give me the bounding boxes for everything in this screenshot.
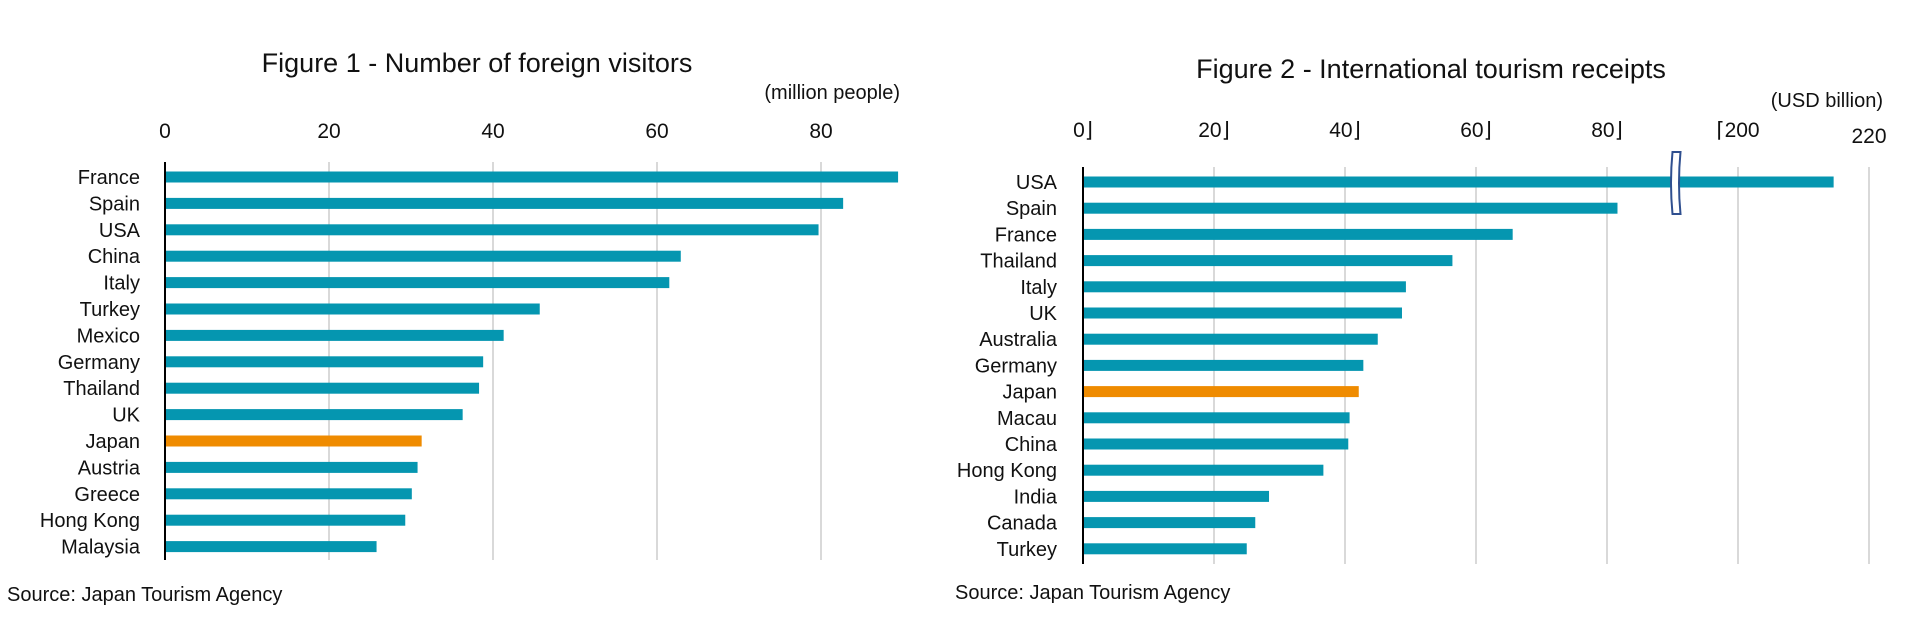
category-label: Spain xyxy=(1006,198,1057,220)
bar-thailand xyxy=(1083,255,1453,267)
category-label: China xyxy=(88,246,141,268)
bar-turkey xyxy=(1083,543,1247,555)
chart-title: Figure 1 - Number of foreign visitors xyxy=(262,48,693,78)
bar-uk xyxy=(1083,307,1402,319)
chart-title: Figure 2 - International tourism receipt… xyxy=(1196,54,1666,84)
bar-japan xyxy=(165,435,422,447)
tick-label: 80⌋ xyxy=(1591,119,1623,142)
category-label: Canada xyxy=(987,513,1058,535)
category-label: Spain xyxy=(89,193,140,215)
bar-macau xyxy=(1083,412,1350,424)
bar-france xyxy=(1083,228,1513,240)
category-label: France xyxy=(995,224,1057,246)
bar-italy xyxy=(165,277,670,289)
category-label: Turkey xyxy=(80,299,140,321)
tick-label: ⌈200 xyxy=(1716,119,1759,142)
bar-uk xyxy=(165,409,463,421)
category-label: Japan xyxy=(1003,382,1058,404)
category-label: Italy xyxy=(1020,277,1057,299)
category-label: Germany xyxy=(58,352,140,374)
bar-germany xyxy=(1083,359,1364,371)
tick-label: 40 xyxy=(481,120,504,143)
bar-usa xyxy=(165,224,819,236)
category-label: France xyxy=(78,167,140,189)
category-label: Greece xyxy=(74,484,140,506)
bar-hong-kong xyxy=(1083,464,1324,476)
category-label: Malaysia xyxy=(61,537,141,559)
category-label: Turkey xyxy=(997,539,1057,561)
bar-germany xyxy=(165,356,484,368)
source-note: Source: Japan Tourism Agency xyxy=(7,584,282,606)
chart-2: Figure 2 - International tourism receipt… xyxy=(955,54,1887,604)
bar-australia xyxy=(1083,333,1378,345)
category-label: Italy xyxy=(103,273,140,295)
category-label: Japan xyxy=(86,431,141,453)
category-label: China xyxy=(1005,434,1058,456)
tick-label: 60 xyxy=(645,120,668,143)
bar-malaysia xyxy=(165,541,377,553)
category-label: Australia xyxy=(979,329,1058,351)
source-note: Source: Japan Tourism Agency xyxy=(955,582,1230,604)
category-label: Hong Kong xyxy=(40,510,140,532)
bar-turkey xyxy=(165,303,540,315)
bar-greece xyxy=(165,488,412,500)
bar-mexico xyxy=(165,329,504,341)
bar-thailand xyxy=(165,382,480,394)
chart-1: Figure 1 - Number of foreign visitors (mi… xyxy=(7,48,900,606)
bar-usa xyxy=(1083,176,1834,188)
category-label: Austria xyxy=(78,457,141,479)
bar-china xyxy=(1083,438,1349,450)
tick-label: 220 xyxy=(1851,125,1886,148)
bar-france xyxy=(165,171,899,183)
bar-hong-kong xyxy=(165,514,406,526)
unit-label: (USD billion) xyxy=(1771,90,1883,112)
unit-label: (million people) xyxy=(764,82,900,104)
category-label: Mexico xyxy=(77,325,140,347)
category-label: USA xyxy=(1016,172,1058,194)
tick-label: 80 xyxy=(809,120,832,143)
tick-label: 0⌋ xyxy=(1073,119,1093,142)
bar-austria xyxy=(165,461,418,473)
tick-label: 20 xyxy=(317,120,340,143)
bar-japan xyxy=(1083,386,1359,398)
bar-india xyxy=(1083,490,1270,502)
category-label: USA xyxy=(99,220,141,242)
tick-label: 40⌋ xyxy=(1329,119,1361,142)
tick-label: 20⌋ xyxy=(1198,119,1230,142)
bar-spain xyxy=(165,197,844,209)
tick-label: 60⌋ xyxy=(1460,119,1492,142)
category-label: Germany xyxy=(975,355,1057,377)
category-label: Hong Kong xyxy=(957,460,1057,482)
axis-break-icon xyxy=(1670,151,1682,215)
bar-canada xyxy=(1083,517,1256,529)
category-label: Thailand xyxy=(63,378,140,400)
category-label: Thailand xyxy=(980,251,1057,273)
category-label: UK xyxy=(112,405,140,427)
tick-label: 0 xyxy=(159,120,171,143)
bar-italy xyxy=(1083,281,1406,293)
category-label: Macau xyxy=(997,408,1057,430)
category-label: India xyxy=(1014,486,1058,508)
bar-china xyxy=(165,250,681,262)
bar-spain xyxy=(1083,202,1618,214)
category-label: UK xyxy=(1029,303,1057,325)
